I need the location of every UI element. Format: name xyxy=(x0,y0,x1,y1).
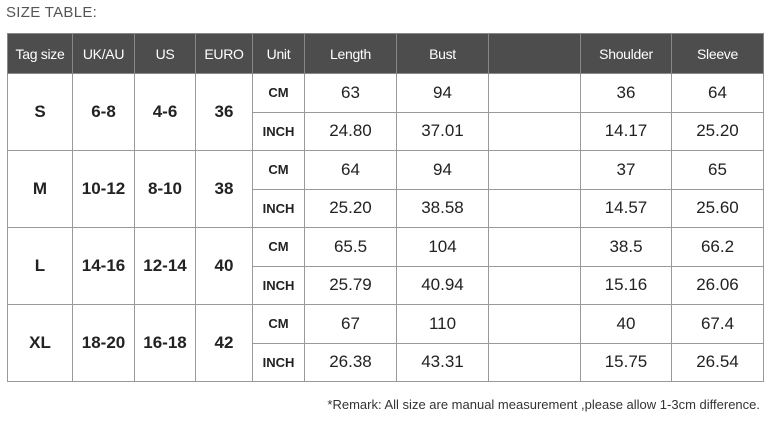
uk-au-cell: 18-20 xyxy=(72,304,135,382)
table-row: S 6-8 4-6 36 CM 63 94 36 64 xyxy=(7,73,764,151)
table-row: INCH 24.80 37.01 14.17 25.20 xyxy=(8,111,764,151)
uk-au-cell: 6-8 xyxy=(72,73,135,151)
sleeve-cell: 64 xyxy=(671,73,764,113)
euro-cell: 42 xyxy=(195,304,253,382)
sleeve-cell: 25.60 xyxy=(671,188,764,228)
blank-cell xyxy=(488,188,581,228)
length-cell: 67 xyxy=(304,304,397,344)
table-header-row: Tag size UK/AU US EURO Unit Length Bust Shoulde… xyxy=(7,33,764,74)
blank-cell xyxy=(488,111,581,151)
blank-cell xyxy=(488,265,581,305)
euro-cell: 38 xyxy=(195,150,253,228)
bust-cell: 94 xyxy=(396,73,489,113)
table-row: INCH 25.79 40.94 15.16 26.06 xyxy=(8,265,764,305)
us-cell: 8-10 xyxy=(134,150,196,228)
column-header: Shoulder xyxy=(580,33,672,74)
uk-au-cell: 10-12 xyxy=(72,150,135,228)
shoulder-cell: 14.17 xyxy=(580,111,672,151)
bust-cell: 94 xyxy=(396,150,489,190)
column-header: Unit xyxy=(252,33,305,74)
blank-cell xyxy=(488,73,581,113)
remark-note: *Remark: All size are manual measurement… xyxy=(327,397,760,412)
column-header xyxy=(488,33,581,74)
length-cell: 25.20 xyxy=(304,188,397,228)
column-header: UK/AU xyxy=(72,33,135,74)
sleeve-cell: 67.4 xyxy=(671,304,764,344)
uk-au-cell: 14-16 xyxy=(72,227,135,305)
tag-size-cell: L xyxy=(7,227,73,305)
sleeve-cell: 65 xyxy=(671,150,764,190)
tag-size-cell: M xyxy=(7,150,73,228)
column-header: EURO xyxy=(195,33,253,74)
column-header: Sleeve xyxy=(671,33,764,74)
sleeve-cell: 66.2 xyxy=(671,227,764,267)
column-header: US xyxy=(134,33,196,74)
length-cell: 63 xyxy=(304,73,397,113)
table-row: INCH 26.38 43.31 15.75 26.54 xyxy=(8,342,764,382)
unit-cell: INCH xyxy=(252,265,305,305)
bust-cell: 110 xyxy=(396,304,489,344)
unit-cell: CM xyxy=(252,150,305,190)
bust-cell: 104 xyxy=(396,227,489,267)
table-row: M 10-12 8-10 38 CM 64 94 37 65 xyxy=(7,150,764,228)
column-header: Bust xyxy=(396,33,489,74)
bust-cell: 37.01 xyxy=(396,111,489,151)
euro-cell: 36 xyxy=(195,73,253,151)
size-table: Tag size UK/AU US EURO Unit Length Bust Shoulde… xyxy=(7,33,764,382)
size-table-title: SIZE TABLE: xyxy=(6,4,98,21)
bust-cell: 38.58 xyxy=(396,188,489,228)
blank-cell xyxy=(488,342,581,382)
shoulder-cell: 38.5 xyxy=(580,227,672,267)
length-cell: 65.5 xyxy=(304,227,397,267)
length-cell: 24.80 xyxy=(304,111,397,151)
sleeve-cell: 26.06 xyxy=(671,265,764,305)
unit-cell: CM xyxy=(252,73,305,113)
length-cell: 64 xyxy=(304,150,397,190)
table-row: L 14-16 12-14 40 CM 65.5 104 38.5 66.2 xyxy=(7,227,764,305)
blank-cell xyxy=(488,227,581,267)
sleeve-cell: 26.54 xyxy=(671,342,764,382)
us-cell: 16-18 xyxy=(134,304,196,382)
table-row: XL 18-20 16-18 42 CM 67 110 40 67.4 xyxy=(7,304,764,382)
shoulder-cell: 14.57 xyxy=(580,188,672,228)
column-header: Length xyxy=(304,33,397,74)
length-cell: 26.38 xyxy=(304,342,397,382)
blank-cell xyxy=(488,304,581,344)
shoulder-cell: 36 xyxy=(580,73,672,113)
us-cell: 12-14 xyxy=(134,227,196,305)
bust-cell: 40.94 xyxy=(396,265,489,305)
blank-cell xyxy=(488,150,581,190)
shoulder-cell: 37 xyxy=(580,150,672,190)
unit-cell: INCH xyxy=(252,111,305,151)
unit-cell: CM xyxy=(252,304,305,344)
length-cell: 25.79 xyxy=(304,265,397,305)
shoulder-cell: 15.75 xyxy=(580,342,672,382)
unit-cell: INCH xyxy=(252,188,305,228)
table-row: INCH 25.20 38.58 14.57 25.60 xyxy=(8,188,764,228)
tag-size-cell: S xyxy=(7,73,73,151)
euro-cell: 40 xyxy=(195,227,253,305)
us-cell: 4-6 xyxy=(134,73,196,151)
shoulder-cell: 40 xyxy=(580,304,672,344)
sleeve-cell: 25.20 xyxy=(671,111,764,151)
bust-cell: 43.31 xyxy=(396,342,489,382)
column-header: Tag size xyxy=(7,33,73,74)
unit-cell: CM xyxy=(252,227,305,267)
shoulder-cell: 15.16 xyxy=(580,265,672,305)
unit-cell: INCH xyxy=(252,342,305,382)
tag-size-cell: XL xyxy=(7,304,73,382)
